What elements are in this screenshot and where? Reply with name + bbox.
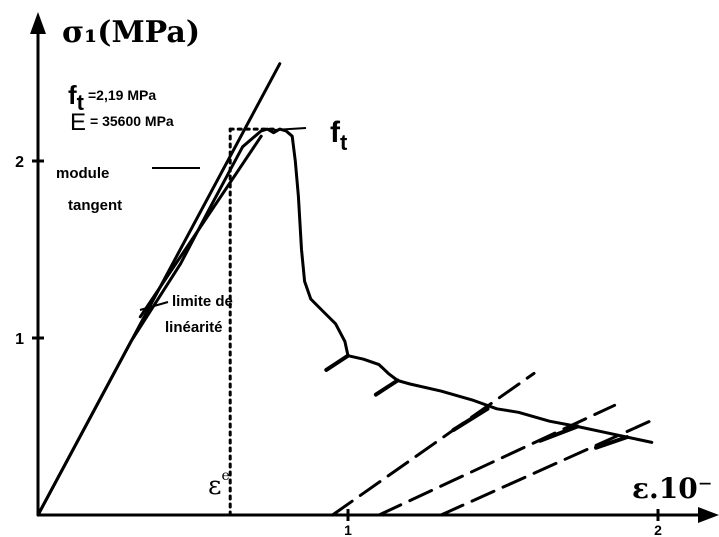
e-symbol: E (70, 109, 86, 136)
ft-leader (273, 127, 307, 131)
e-param: E = 35600 MPa (70, 109, 174, 136)
annotation-linearite: linéarité (165, 319, 223, 336)
annotation-tangent: tangent (68, 197, 122, 214)
annotation-ft: ft (330, 116, 348, 155)
e-value: = 35600 MPa (90, 113, 174, 129)
ft-value: =2,19 MPa (88, 87, 156, 103)
annotation-module: module (56, 165, 109, 182)
series-unloading (439, 416, 660, 517)
annotation-epsilon-e: εe (208, 468, 230, 501)
y-axis-arrow-icon (30, 12, 46, 34)
y-axis-label: σ₁(MPa) (62, 15, 200, 50)
series-unloading-tick (594, 435, 629, 450)
ticks: 1 2 1 2 (15, 154, 662, 537)
annotation-ft-symbol: f (330, 116, 341, 149)
series-stress-strain (36, 127, 654, 517)
series-unloading (377, 403, 617, 517)
annotation-limite-de: limite de (172, 293, 233, 310)
series-unloading-tick (538, 424, 580, 443)
y-tick-label: 2 (15, 154, 24, 171)
limite-leader (139, 301, 169, 311)
annotation-epsilon-sup: e (221, 468, 229, 484)
x-tick-label: 1 (344, 522, 352, 537)
annotation-epsilon: ε (208, 471, 221, 501)
x-axis-label: ε.10⁻ (632, 472, 713, 505)
ft-param: ft =2,19 MPa (68, 80, 156, 115)
series-unloading-tick (451, 406, 490, 432)
material-params: ft =2,19 MPa E = 35600 MPa (68, 80, 174, 136)
x-tick-label: 2 (654, 522, 662, 537)
ft-symbol: f (68, 80, 77, 110)
x-axis-arrow-icon (698, 507, 719, 523)
series-unloading-tick (324, 353, 350, 372)
ft-sub: t (77, 90, 85, 115)
series (36, 62, 660, 517)
series-tangent-modulus (138, 134, 263, 319)
annotation-ft-sub: t (340, 130, 348, 155)
series-unloading-tick (373, 378, 400, 397)
y-tick-label: 1 (15, 331, 24, 348)
axes (36, 30, 705, 517)
series-unloading (331, 371, 536, 517)
